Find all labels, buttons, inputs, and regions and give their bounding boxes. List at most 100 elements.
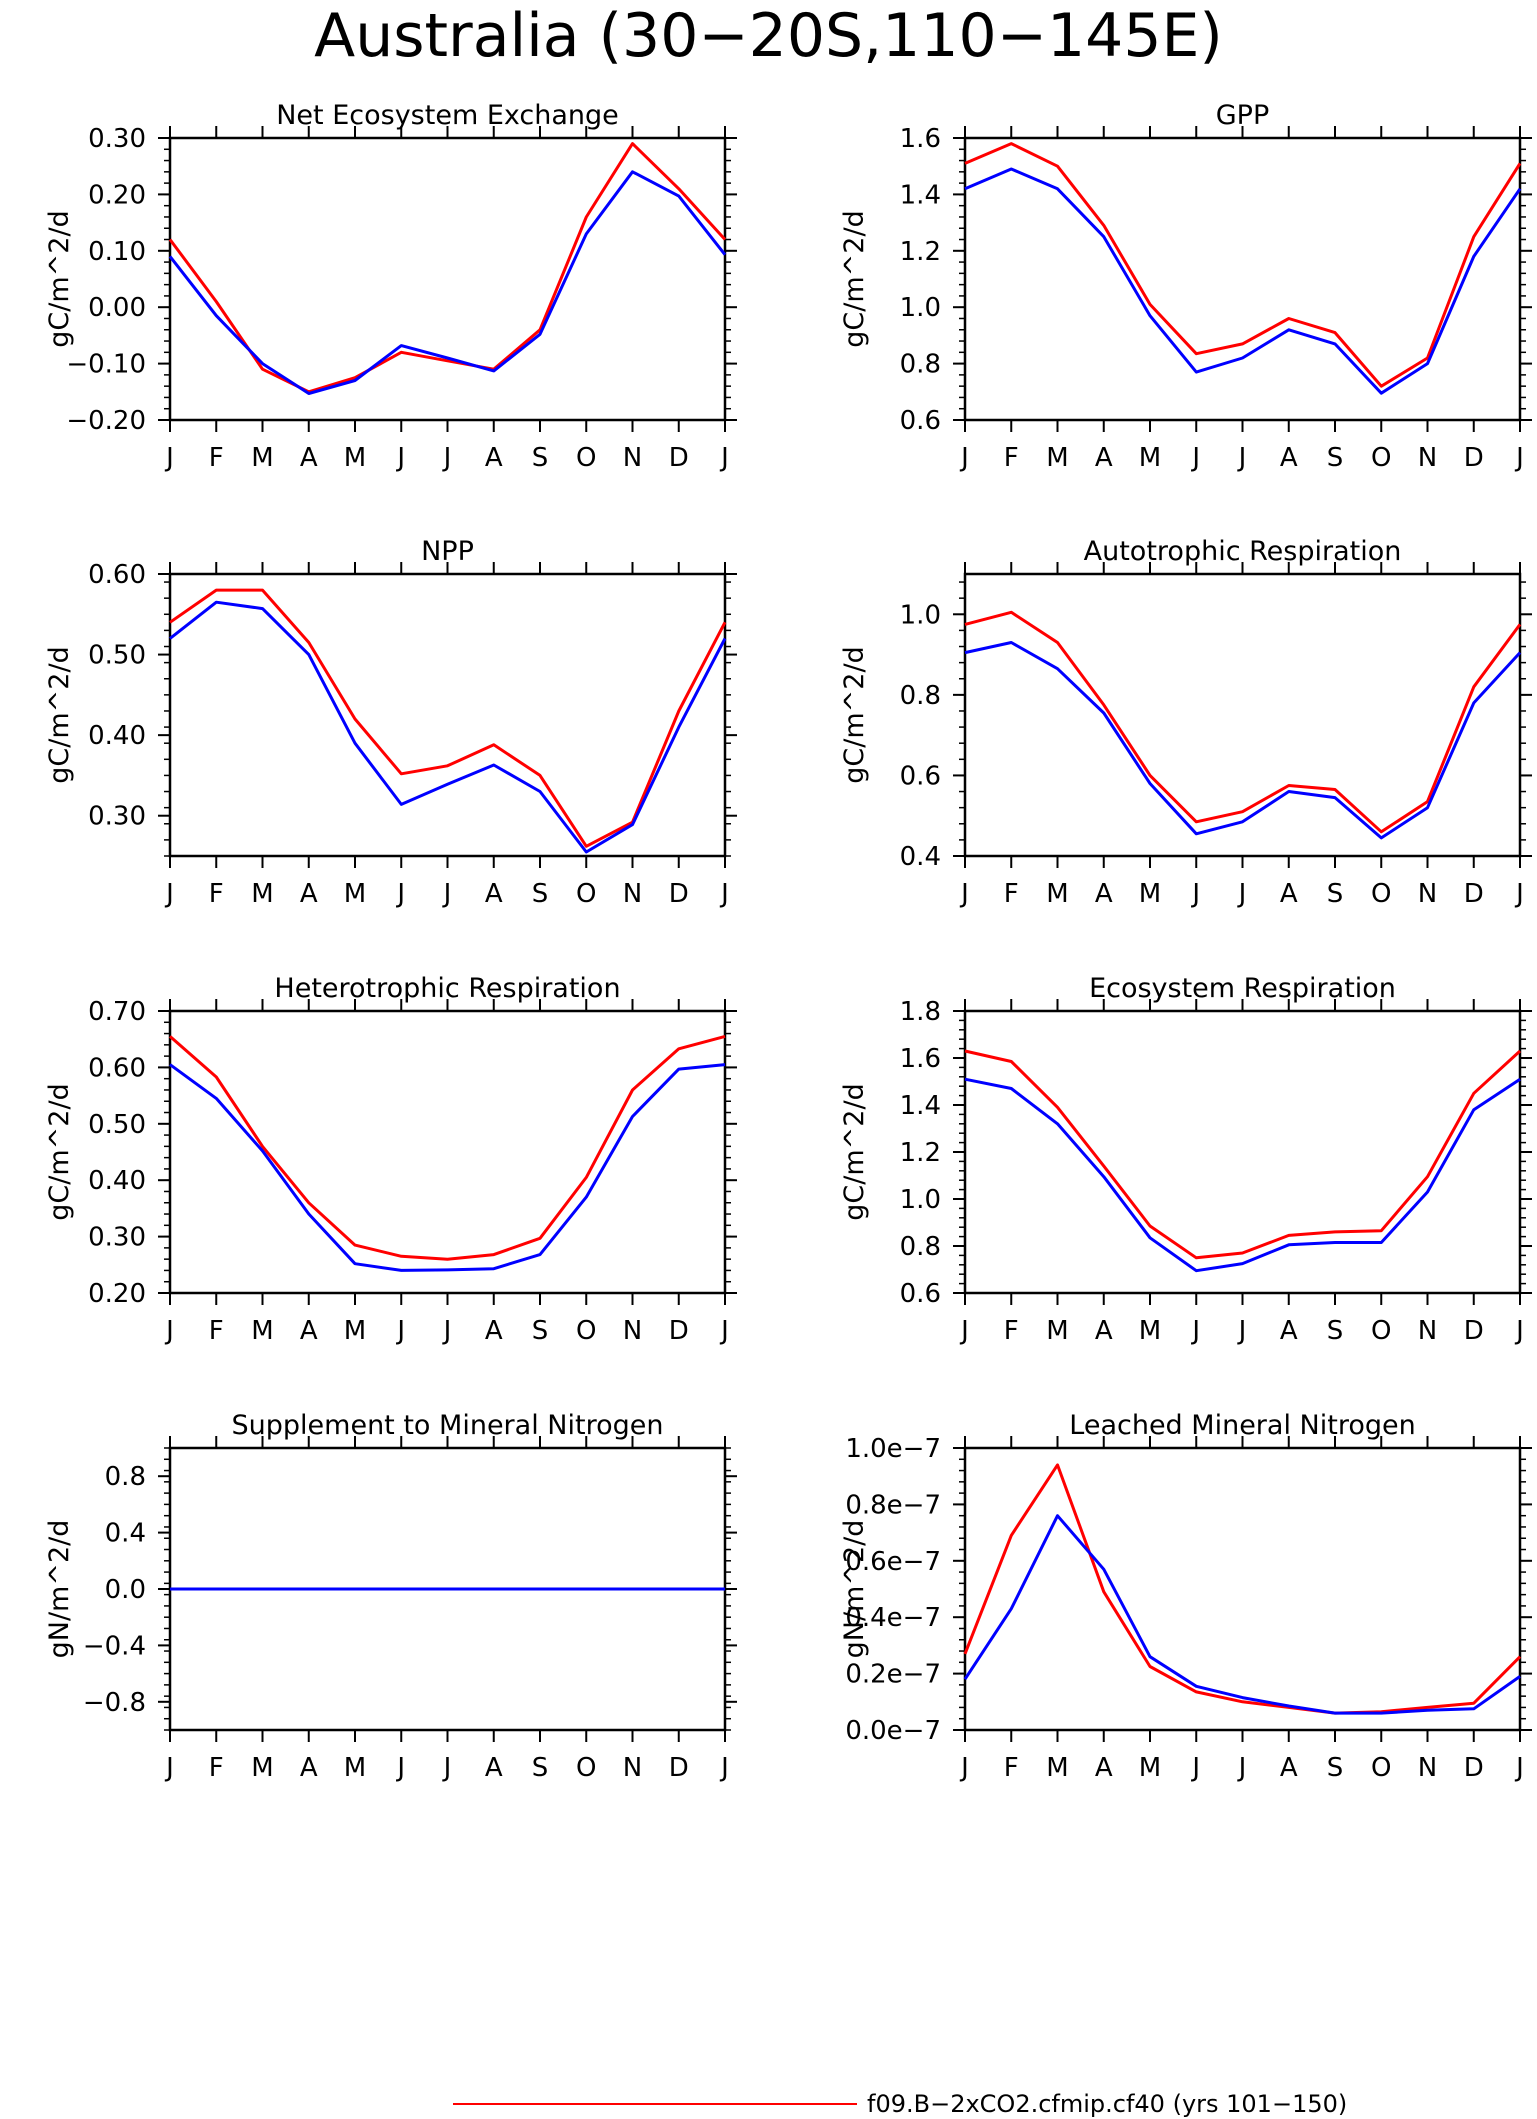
x-tick-label: A: [300, 879, 318, 909]
x-tick-label: F: [1004, 1316, 1019, 1346]
y-tick-label: 0.2e−7: [845, 1660, 941, 1690]
x-tick-label: F: [209, 443, 224, 473]
y-axis-label: gC/m^2/d: [839, 1083, 870, 1220]
x-tick-label: J: [164, 879, 174, 909]
x-tick-label: N: [623, 1753, 642, 1783]
y-tick-label: 1.0: [900, 293, 941, 323]
x-tick-label: N: [1418, 879, 1437, 909]
y-axis-label: gC/m^2/d: [44, 646, 75, 783]
y-tick-label: −0.20: [66, 406, 146, 436]
x-tick-label: J: [1514, 1316, 1524, 1346]
y-tick-label: 1.8: [900, 997, 941, 1027]
y-tick-label: 0.60: [88, 560, 146, 590]
x-tick-label: J: [1237, 1316, 1247, 1346]
x-tick-label: J: [1237, 443, 1247, 473]
y-tick-label: 1.0e−7: [845, 1434, 941, 1464]
series-line-2: [964, 641, 1522, 840]
y-tick-label: 1.4: [900, 180, 941, 210]
x-tick-label: J: [719, 879, 729, 909]
x-tick-label: J: [442, 1753, 452, 1783]
x-tick-label: N: [623, 443, 642, 473]
y-tick-label: 0.0: [105, 1575, 146, 1605]
x-tick-label: J: [1190, 1753, 1200, 1783]
y-tick-label: 0.6: [900, 406, 941, 436]
y-tick-label: 1.2: [900, 237, 941, 267]
x-tick-label: M: [1046, 879, 1068, 909]
plot-frame: [168, 1009, 727, 1295]
x-tick-label: A: [1280, 1316, 1298, 1346]
y-tick-label: 0.30: [88, 802, 146, 832]
x-tick-label: A: [1280, 879, 1298, 909]
y-tick-label: 0.0e−7: [845, 1716, 941, 1746]
x-tick-label: A: [1095, 1753, 1113, 1783]
x-tick-label: M: [251, 879, 273, 909]
series-line-1: [964, 610, 1522, 834]
panel-title: GPP: [1216, 100, 1270, 131]
x-tick-label: O: [576, 1316, 596, 1346]
x-tick-label: S: [532, 443, 549, 473]
x-tick-label: A: [300, 443, 318, 473]
y-tick-label: 0.20: [88, 180, 146, 210]
x-tick-label: S: [1327, 879, 1344, 909]
x-tick-label: A: [1095, 879, 1113, 909]
x-tick-label: J: [395, 443, 405, 473]
x-tick-label: J: [1237, 879, 1247, 909]
plot-frame: [963, 1446, 1522, 1732]
series-line-1: [169, 1034, 726, 1261]
x-tick-label: D: [1464, 1316, 1484, 1346]
y-axis-label: gC/m^2/d: [44, 210, 75, 347]
y-tick-label: 1.2: [900, 1138, 941, 1168]
x-tick-label: F: [1004, 879, 1019, 909]
x-tick-label: S: [1327, 1753, 1344, 1783]
legend-label: f09.B−2xCO2.cfmip.cf40 (yrs 101−150): [867, 2090, 1347, 2118]
y-tick-label: 0.8: [900, 1232, 941, 1262]
y-tick-label: 0.60: [88, 1053, 146, 1083]
y-tick-label: 0.8: [900, 681, 941, 711]
y-tick-label: 0.4e−7: [845, 1603, 941, 1633]
x-tick-label: J: [1190, 879, 1200, 909]
series-line-2: [963, 1514, 1521, 1715]
x-tick-label: A: [1280, 1753, 1298, 1783]
x-tick-label: J: [164, 443, 174, 473]
x-tick-label: N: [1418, 1316, 1437, 1346]
y-axis-label: gC/m^2/d: [44, 1083, 75, 1220]
panel-title: Autotrophic Respiration: [1084, 536, 1402, 567]
plot-frame: [963, 1009, 1522, 1295]
x-tick-label: M: [1046, 1753, 1068, 1783]
x-tick-label: J: [1190, 443, 1200, 473]
x-tick-label: J: [1190, 1316, 1200, 1346]
y-tick-label: 0.6: [900, 761, 941, 791]
x-tick-label: O: [1371, 1316, 1391, 1346]
x-tick-label: N: [623, 879, 642, 909]
y-tick-label: 0.10: [88, 237, 146, 267]
panel-title: Ecosystem Respiration: [1089, 973, 1396, 1004]
series-line-2: [169, 1063, 726, 1272]
x-tick-label: J: [719, 1753, 729, 1783]
y-tick-label: 0.8e−7: [845, 1490, 941, 1520]
x-tick-label: D: [669, 1753, 689, 1783]
x-tick-label: F: [209, 879, 224, 909]
plot-frame: [168, 136, 727, 422]
x-tick-label: M: [1046, 443, 1068, 473]
x-tick-label: S: [532, 1316, 549, 1346]
x-tick-label: S: [532, 1753, 549, 1783]
x-tick-label: F: [1004, 443, 1019, 473]
y-tick-label: 0.30: [88, 124, 146, 154]
panel-title: Supplement to Mineral Nitrogen: [232, 1410, 664, 1441]
y-tick-label: 0.70: [88, 997, 146, 1027]
x-tick-label: J: [1237, 1753, 1247, 1783]
x-tick-label: N: [1418, 443, 1437, 473]
y-tick-label: 0.4: [900, 842, 941, 872]
y-tick-label: 0.4: [105, 1519, 146, 1549]
y-tick-label: 0.20: [88, 1279, 146, 1309]
y-tick-label: −0.10: [66, 350, 146, 380]
x-tick-label: M: [1046, 1316, 1068, 1346]
x-tick-label: S: [532, 879, 549, 909]
x-tick-label: M: [251, 443, 273, 473]
x-tick-label: M: [1139, 879, 1161, 909]
x-tick-label: O: [1371, 879, 1391, 909]
